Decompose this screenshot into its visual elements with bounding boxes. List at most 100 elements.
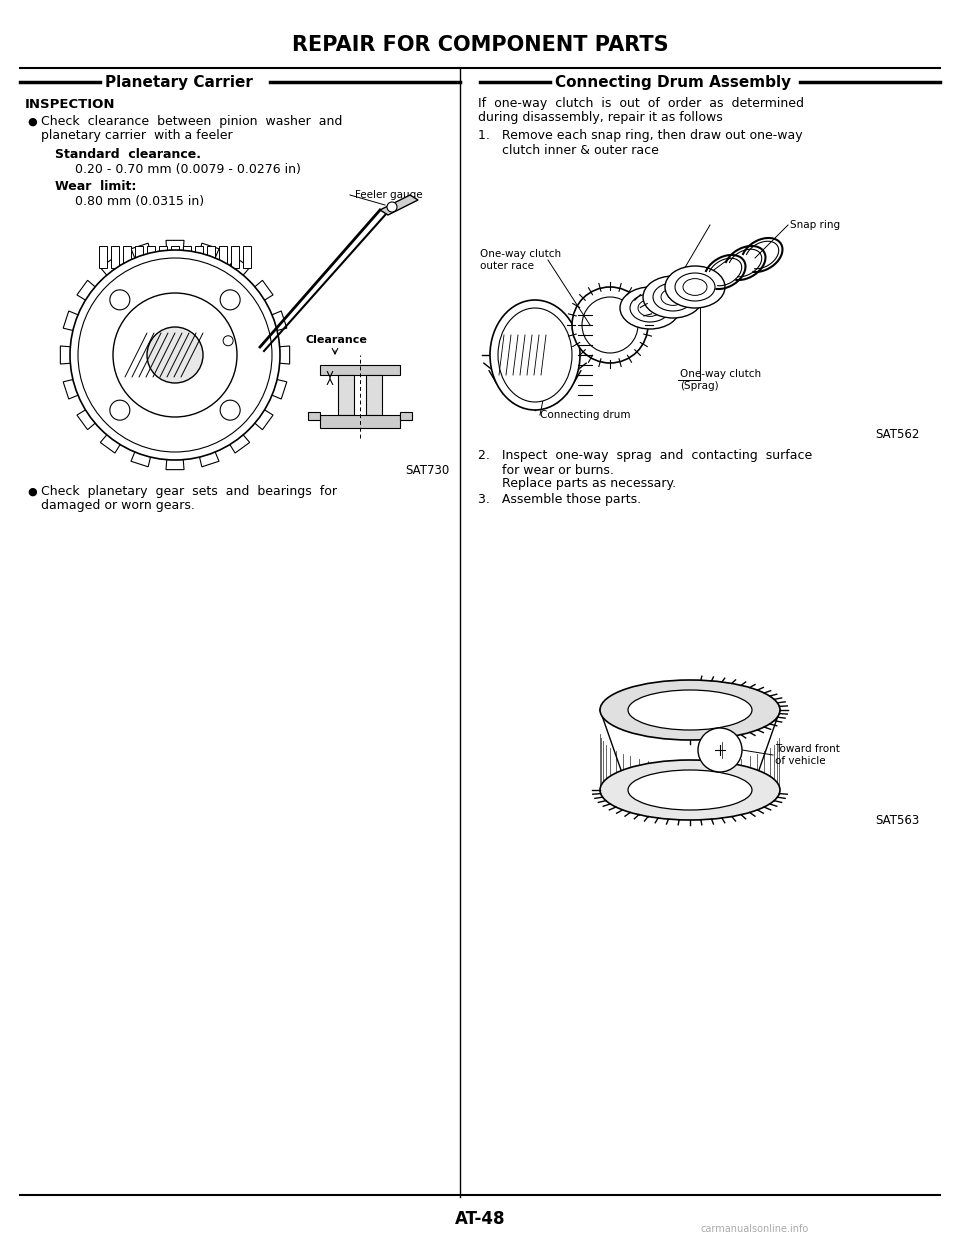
Text: 0.80 mm (0.0315 in): 0.80 mm (0.0315 in) — [75, 195, 204, 207]
Polygon shape — [270, 311, 287, 330]
Text: AT-48: AT-48 — [455, 1210, 505, 1228]
Circle shape — [220, 289, 240, 309]
Text: SAT562: SAT562 — [876, 429, 920, 441]
Polygon shape — [277, 345, 290, 364]
Bar — [147, 246, 155, 268]
Text: Snap ring: Snap ring — [790, 219, 840, 229]
Polygon shape — [253, 281, 273, 302]
Polygon shape — [100, 257, 121, 277]
Text: 1.   Remove each snap ring, then draw out one-way: 1. Remove each snap ring, then draw out … — [478, 130, 803, 142]
Ellipse shape — [683, 278, 707, 296]
Ellipse shape — [628, 769, 752, 811]
Bar — [171, 246, 179, 268]
Text: SAT730: SAT730 — [406, 464, 450, 476]
Text: damaged or worn gears.: damaged or worn gears. — [41, 500, 195, 513]
Polygon shape — [199, 450, 219, 466]
Text: Connecting drum: Connecting drum — [540, 410, 631, 420]
Text: Connecting Drum Assembly: Connecting Drum Assembly — [555, 75, 791, 90]
Text: planetary carrier  with a feeler: planetary carrier with a feeler — [41, 130, 232, 142]
Text: carmanualsonline.info: carmanualsonline.info — [701, 1225, 809, 1235]
Polygon shape — [199, 243, 219, 259]
Text: INSPECTION: INSPECTION — [25, 97, 115, 111]
Polygon shape — [253, 409, 273, 430]
Circle shape — [113, 293, 237, 416]
Polygon shape — [166, 241, 184, 252]
Bar — [366, 375, 382, 415]
Bar — [123, 246, 131, 268]
Ellipse shape — [630, 294, 670, 322]
Bar — [320, 415, 400, 428]
Circle shape — [70, 249, 280, 460]
Ellipse shape — [490, 301, 580, 410]
Bar — [308, 412, 320, 420]
Circle shape — [698, 728, 742, 772]
Bar — [231, 246, 239, 268]
Polygon shape — [77, 409, 97, 430]
Polygon shape — [60, 345, 72, 364]
Polygon shape — [100, 433, 121, 453]
Text: Wear  limit:: Wear limit: — [55, 180, 136, 192]
Text: ●: ● — [27, 117, 36, 127]
Polygon shape — [166, 458, 184, 470]
Text: REPAIR FOR COMPONENT PARTS: REPAIR FOR COMPONENT PARTS — [292, 35, 668, 55]
Text: ●: ● — [27, 488, 36, 498]
Text: Feeler gauge: Feeler gauge — [355, 190, 422, 200]
Bar — [183, 246, 191, 268]
Bar — [99, 246, 107, 268]
Bar — [400, 412, 412, 420]
Ellipse shape — [661, 288, 685, 306]
Bar — [159, 246, 167, 268]
Circle shape — [109, 400, 130, 420]
Circle shape — [387, 202, 397, 212]
Circle shape — [147, 327, 203, 383]
Polygon shape — [228, 433, 250, 453]
Polygon shape — [63, 311, 80, 330]
Text: clutch inner & outer race: clutch inner & outer race — [478, 143, 659, 157]
Bar — [111, 246, 119, 268]
Text: One-way clutch
outer race: One-way clutch outer race — [480, 249, 562, 271]
Bar — [207, 246, 215, 268]
Text: 3.   Assemble those parts.: 3. Assemble those parts. — [478, 494, 641, 506]
Ellipse shape — [498, 308, 572, 402]
Bar — [243, 246, 251, 268]
Text: Toward front
of vehicle: Toward front of vehicle — [775, 744, 840, 766]
Circle shape — [220, 400, 240, 420]
Text: Planetary Carrier: Planetary Carrier — [105, 75, 252, 90]
Ellipse shape — [665, 266, 725, 308]
Text: Check  planetary  gear  sets  and  bearings  for: Check planetary gear sets and bearings f… — [41, 485, 337, 499]
Ellipse shape — [600, 759, 780, 821]
Circle shape — [223, 335, 233, 345]
Text: If  one-way  clutch  is  out  of  order  as  determined: If one-way clutch is out of order as det… — [478, 97, 804, 111]
Polygon shape — [131, 243, 151, 259]
Ellipse shape — [628, 690, 752, 729]
Text: One-way clutch
(Sprag): One-way clutch (Sprag) — [680, 369, 761, 390]
Ellipse shape — [675, 273, 715, 301]
Text: Clearance: Clearance — [305, 335, 367, 345]
Bar — [320, 365, 400, 375]
Text: SAT563: SAT563 — [876, 813, 920, 827]
Polygon shape — [63, 379, 80, 399]
Circle shape — [572, 287, 648, 363]
Text: 0.20 - 0.70 mm (0.0079 - 0.0276 in): 0.20 - 0.70 mm (0.0079 - 0.0276 in) — [75, 163, 300, 177]
Text: Check  clearance  between  pinion  washer  and: Check clearance between pinion washer an… — [41, 116, 343, 128]
Polygon shape — [131, 450, 151, 466]
Ellipse shape — [620, 287, 680, 329]
Circle shape — [582, 297, 638, 353]
Polygon shape — [270, 379, 287, 399]
Ellipse shape — [643, 276, 703, 318]
Ellipse shape — [638, 299, 662, 317]
Circle shape — [109, 289, 130, 309]
Bar — [195, 246, 203, 268]
Bar — [338, 375, 354, 415]
Bar — [219, 246, 227, 268]
Text: Replace parts as necessary.: Replace parts as necessary. — [478, 478, 676, 490]
Bar — [135, 246, 143, 268]
Polygon shape — [77, 281, 97, 302]
Text: for wear or burns.: for wear or burns. — [478, 464, 613, 476]
Ellipse shape — [600, 680, 780, 739]
Polygon shape — [380, 195, 418, 214]
Ellipse shape — [653, 283, 693, 311]
Text: Standard  clearance.: Standard clearance. — [55, 148, 201, 162]
Polygon shape — [228, 257, 250, 277]
Text: during disassembly, repair it as follows: during disassembly, repair it as follows — [478, 111, 723, 125]
